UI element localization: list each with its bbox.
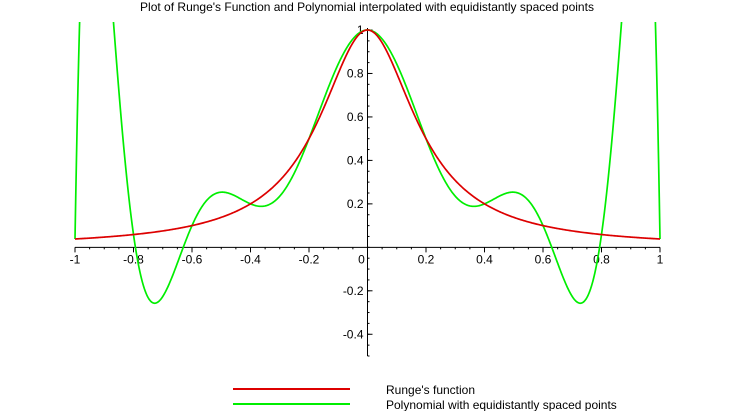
y-tick-label: 0.8 (347, 66, 364, 80)
x-tick-label: 0.6 (535, 252, 552, 266)
y-tick-label: 0.2 (347, 197, 364, 211)
y-tick-label: 1 (357, 23, 364, 37)
axes (74, 28, 661, 357)
legend: Runge's function Polynomial with equidis… (233, 383, 617, 411)
x-tick-label: 0.4 (476, 252, 493, 266)
x-tick-label: -0.6 (182, 252, 203, 266)
x-tick-label: -1 (70, 252, 81, 266)
y-tick-label: 0.4 (347, 153, 364, 167)
y-tick-label: -0.4 (343, 327, 364, 341)
y-tick-label: -0.2 (343, 284, 364, 298)
y-ticks: -0.4 -0.2 0.2 0.4 0.6 0.8 1 (343, 23, 373, 341)
x-tick-label: -0.2 (299, 252, 320, 266)
x-tick-label: -0.4 (240, 252, 261, 266)
x-ticks: -1 -0.8 -0.6 -0.4 -0.2 0 0.2 0.4 0.6 0.8 1 (70, 247, 664, 266)
legend-label-polynomial: Polynomial with equidistantly spaced poi… (386, 398, 617, 411)
legend-label-runge: Runge's function (386, 383, 475, 397)
series-line-runge (74, 29, 661, 240)
y-tick-label: 0.6 (347, 110, 364, 124)
x-tick-label: 0 (358, 252, 365, 266)
x-tick-label: -0.8 (123, 252, 144, 266)
x-tick-label: 0.8 (593, 252, 610, 266)
x-tick-label: 1 (657, 252, 664, 266)
chart-title: Plot of Runge's Function and Polynomial … (140, 0, 594, 14)
x-tick-label: 0.2 (418, 252, 435, 266)
